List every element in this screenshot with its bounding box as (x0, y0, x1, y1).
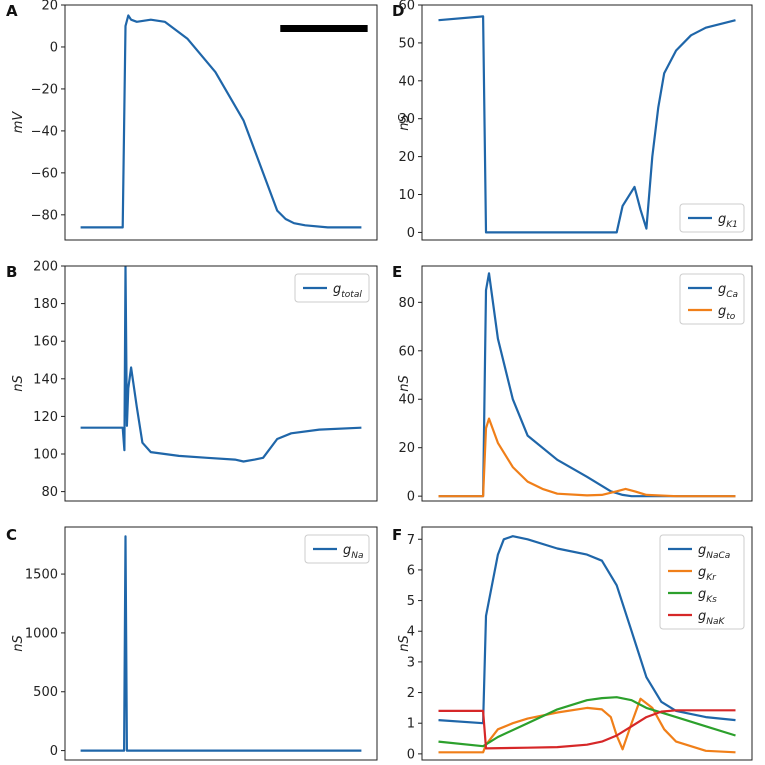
legend: gtotal (294, 273, 370, 303)
legend-box (659, 534, 745, 630)
y-tick-label: 120 (33, 410, 58, 425)
y-axis-label: nS (397, 375, 412, 392)
legend-box (294, 273, 370, 303)
panel-label-F: F (392, 526, 402, 544)
legend-label-kr: gKr (698, 565, 717, 583)
y-axis-label: nS (11, 375, 26, 392)
y-tick-label: 200 (33, 260, 58, 275)
plot-frame (421, 526, 753, 761)
plot-frame (64, 4, 378, 241)
y-tick-label: 50 (398, 36, 415, 51)
panel-F: F 0 1 2 3 4 5 6 7 nS gNaCa gKr gKs gNaK (392, 526, 753, 762)
legend-label-nak: gNaK (698, 609, 726, 627)
series-line-nak (438, 709, 736, 750)
y-tick-label: 1500 (25, 568, 58, 583)
y-tick-label: 0 (50, 40, 58, 55)
y-tick-label: 6 (407, 563, 415, 578)
panel-label-A: A (6, 2, 18, 20)
plot-frame (64, 265, 378, 502)
y-axis-label: nS (11, 635, 26, 652)
panel-C: C 0 500 1000 1500 nS gNa (6, 526, 378, 761)
y-tick-label: 30 (398, 112, 415, 127)
series-line-ks (438, 696, 736, 748)
y-tick-label: 1 (407, 717, 415, 732)
series-line-ca (438, 272, 736, 498)
y-tick-label: 80 (41, 485, 58, 500)
y-tick-label: 0 (50, 744, 58, 759)
panel-A: A 20 0 −20 −40 −60 −80 mV (6, 0, 378, 241)
y-tick-label: 40 (398, 393, 415, 408)
series-line-naca (438, 535, 736, 725)
y-tick-label: 20 (398, 150, 415, 165)
legend: gNaCa gKr gKs gNaK (659, 534, 745, 630)
panel-label-E: E (392, 263, 402, 281)
series-line-total (80, 266, 362, 463)
panel-D: D 0 10 20 30 40 50 60 nS gK1 (392, 0, 753, 241)
y-axis-label: nS (397, 114, 412, 131)
legend-label-ks: gKs (698, 587, 717, 605)
series-line-to (438, 417, 736, 498)
y-tick-label: 0 (407, 747, 415, 762)
y-tick-label: 10 (398, 188, 415, 203)
y-axis-label: mV (11, 111, 26, 134)
y-tick-label: 20 (41, 0, 58, 14)
y-tick-label: 3 (407, 655, 415, 670)
y-tick-label: 0 (407, 226, 415, 241)
panel-label-B: B (6, 263, 17, 281)
legend: gK1 (679, 203, 745, 233)
panel-B: B 80 100 120 140 160 180 200 nS gtotal (6, 260, 378, 502)
legend-label-ca: gCa (718, 282, 738, 300)
y-tick-label: −80 (31, 208, 58, 223)
y-tick-label: 1000 (25, 626, 58, 641)
y-tick-label: −40 (31, 124, 58, 139)
legend-label-to: gto (718, 304, 736, 322)
y-tick-label: 160 (33, 335, 58, 350)
y-axis-label: nS (397, 635, 412, 652)
series-line-na (80, 535, 362, 752)
panel-label-C: C (6, 526, 17, 544)
y-tick-label: 60 (398, 344, 415, 359)
panel-label-D: D (392, 2, 404, 20)
series-line-kr (438, 697, 736, 754)
y-tick-label: −60 (31, 166, 58, 181)
plot-frame (421, 4, 753, 241)
series-line-k1 (438, 15, 736, 234)
y-tick-label: 140 (33, 372, 58, 387)
y-tick-label: −20 (31, 82, 58, 97)
y-tick-label: 0 (407, 490, 415, 505)
legend-label-na: gNa (343, 543, 364, 561)
legend: gCa gto (679, 273, 745, 325)
legend-label-total: gtotal (333, 282, 362, 300)
y-tick-label: 2 (407, 686, 415, 701)
legend-label-naca: gNaCa (698, 543, 730, 561)
plot-frame (64, 526, 378, 761)
y-tick-label: 60 (398, 0, 415, 14)
y-tick-label: 20 (398, 441, 415, 456)
y-tick-label: 4 (407, 625, 415, 640)
panel-E: E 0 20 40 60 80 nS gCa gto (392, 263, 753, 505)
legend-label-k1: gK1 (718, 212, 738, 230)
y-tick-label: 100 (33, 448, 58, 463)
y-tick-label: 40 (398, 74, 415, 89)
y-tick-label: 7 (407, 533, 415, 548)
scale-bar (280, 25, 368, 32)
series-line-v (80, 14, 362, 229)
y-tick-label: 80 (398, 296, 415, 311)
legend-box (679, 273, 745, 325)
plot-frame (421, 265, 753, 502)
legend: gNa (304, 534, 370, 564)
y-tick-label: 180 (33, 297, 58, 312)
y-tick-label: 5 (407, 594, 415, 609)
y-tick-label: 500 (33, 685, 58, 700)
